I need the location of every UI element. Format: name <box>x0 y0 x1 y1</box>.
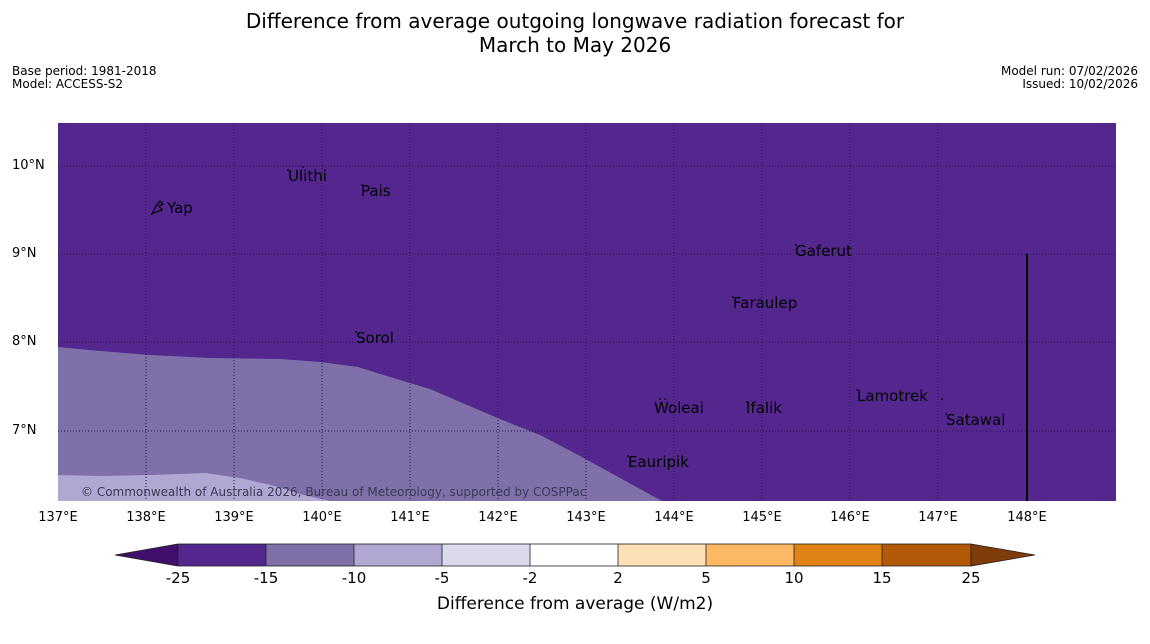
lon-label-137e: 137°E <box>38 510 78 525</box>
place-yap: Yap <box>166 199 193 217</box>
colorbar-bin-m5-m2 <box>442 544 530 566</box>
lon-label-148e: 148°E <box>1007 510 1047 525</box>
copyright-text: © Commonwealth of Australia 2026, Bureau… <box>81 485 586 499</box>
yap-island-outline <box>150 200 165 216</box>
colorbar <box>114 543 1036 567</box>
lon-label-147e: 147°E <box>918 510 958 525</box>
place-woleai: Woleai <box>654 399 704 417</box>
title-line-2: March to May 2026 <box>478 33 672 57</box>
anomaly-band-minus15-minus10 <box>58 347 662 501</box>
lon-label-142e: 142°E <box>478 510 518 525</box>
colorbar-bin-p2-p5 <box>618 544 706 566</box>
model-run: Model run: 07/02/2026 <box>1000 64 1138 78</box>
colorbar-extend-high <box>970 543 1036 567</box>
map-grid <box>58 123 1116 501</box>
colorbar-bin-m25-m15 <box>178 544 266 566</box>
model-name: Model: ACCESS-S2 <box>12 77 124 91</box>
colorbar-tick: -15 <box>253 569 279 587</box>
colorbar-tick: -2 <box>522 569 538 587</box>
lat-label-7n: 7°N <box>12 423 37 438</box>
lon-label-141e: 141°E <box>390 510 430 525</box>
lon-label-146e: 146°E <box>830 510 870 525</box>
colorbar-bin-m15-m10 <box>266 544 354 566</box>
colorbar-tick: -5 <box>434 569 450 587</box>
base-period: Base period: 1981-2018 <box>12 64 157 78</box>
lon-label-139e: 139°E <box>214 510 254 525</box>
colorbar-tick: 15 <box>872 569 892 587</box>
colorbar-bin-p5-p10 <box>706 544 794 566</box>
colorbar-tick: 25 <box>961 569 981 587</box>
place-eauripik: Eauripik <box>628 453 689 471</box>
anomaly-band-minus10-minus5 <box>58 473 330 501</box>
lat-label-10n: 10°N <box>12 158 45 173</box>
title-line-1: Difference from average outgoing longwav… <box>245 9 905 33</box>
colorbar-bin-m10-m5 <box>354 544 442 566</box>
lon-label-145e: 145°E <box>742 510 782 525</box>
chart-title: Difference from average outgoing longwav… <box>0 9 1150 57</box>
island-dots <box>287 166 947 457</box>
colorbar-tick: 10 <box>784 569 804 587</box>
lon-label-143e: 143°E <box>566 510 606 525</box>
colorbar-tick: -10 <box>341 569 367 587</box>
place-ulithi: Ulithi <box>288 167 327 185</box>
place-gaferut: Gaferut <box>795 242 852 260</box>
colorbar-bin-m2-p2 <box>530 544 618 566</box>
lon-label-140e: 140°E <box>302 510 342 525</box>
place-pais: Pais <box>361 182 391 200</box>
place-satawal: Satawal <box>946 411 1005 429</box>
lon-label-138e: 138°E <box>126 510 166 525</box>
colorbar-tick: 2 <box>613 569 623 587</box>
place-ifalik: Ifalik <box>746 399 782 417</box>
place-faraulep: Faraulep <box>733 294 797 312</box>
colorbar-extend-low <box>114 543 179 567</box>
place-sorol: Sorol <box>356 329 394 347</box>
colorbar-tick: 5 <box>701 569 711 587</box>
meta-left: Base period: 1981-2018 Model: ACCESS-S2 <box>12 65 157 91</box>
colorbar-tick: -25 <box>165 569 191 587</box>
colorbar-bin-p10-p15 <box>794 544 882 566</box>
lat-label-9n: 9°N <box>12 246 37 261</box>
lat-label-8n: 8°N <box>12 334 37 349</box>
colorbar-label: Difference from average (W/m2) <box>436 594 714 614</box>
place-lamotrek: Lamotrek <box>857 387 928 405</box>
colorbar-bin-p15-p25 <box>882 544 971 566</box>
lon-label-144e: 144°E <box>654 510 694 525</box>
meta-right: Model run: 07/02/2026 Issued: 10/02/2026 <box>1001 65 1138 91</box>
issued-date: Issued: 10/02/2026 <box>1022 77 1138 91</box>
